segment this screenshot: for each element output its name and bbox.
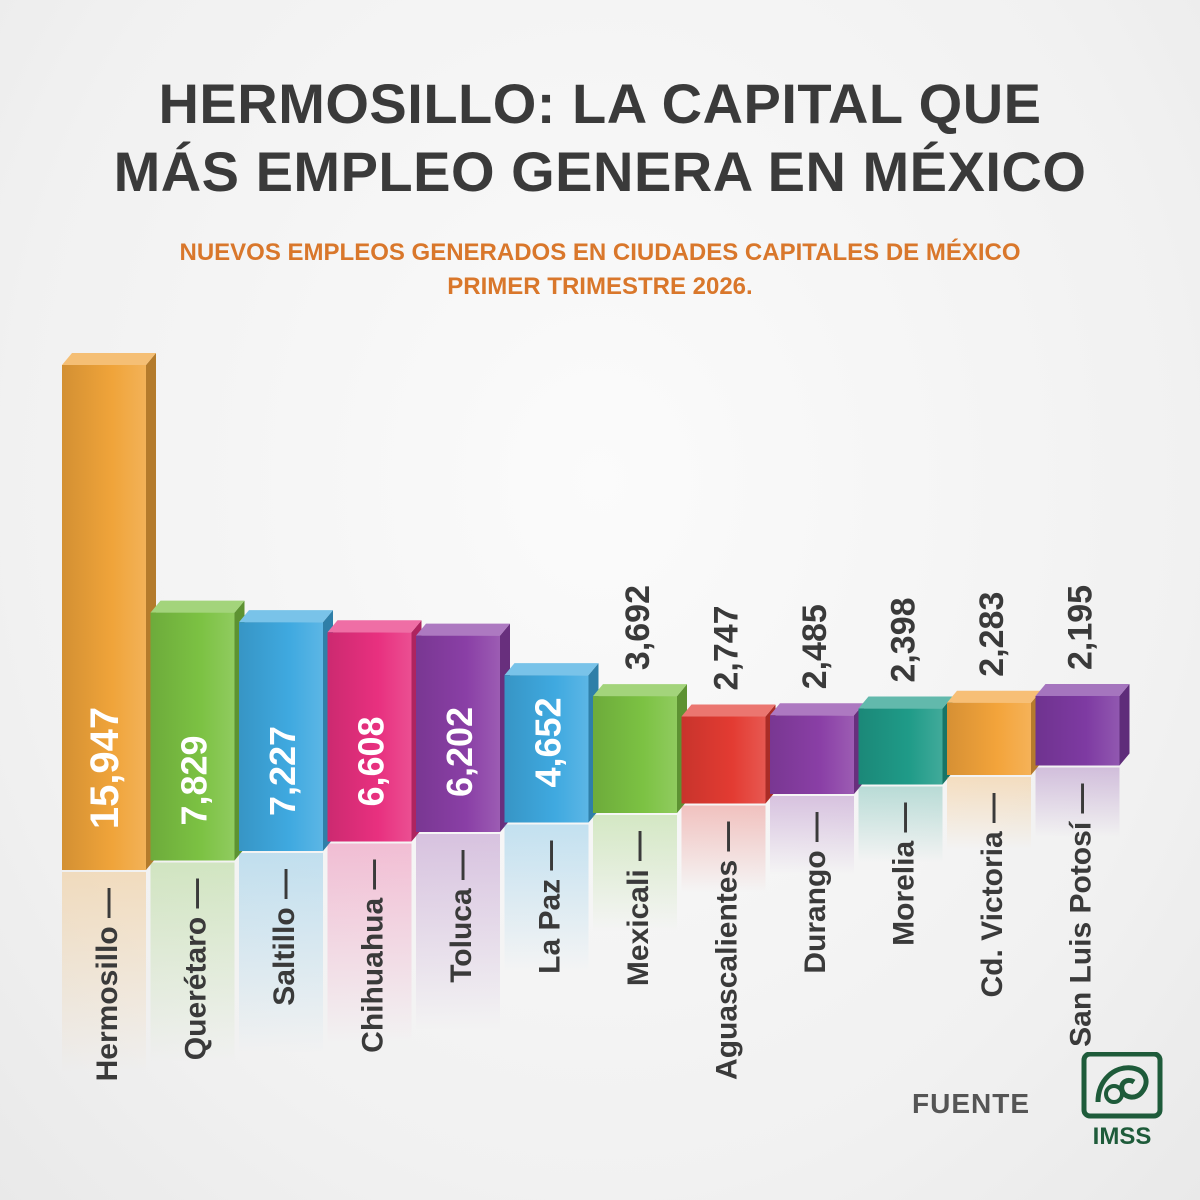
value-label: 6,608 [351,716,392,806]
bar-front [327,632,412,842]
bar-top [858,696,953,709]
imss-logo-text: IMSS [1093,1123,1152,1148]
bar-9 [770,703,864,875]
bar-reflection [681,805,766,893]
value-label: 3,692 [619,585,657,670]
bar-reflection [150,862,235,1063]
subtitle-line-2: PRIMER TRIMESTRE 2026. [447,273,753,300]
bar-front [416,635,500,832]
imss-logo: IMSS [1081,1052,1163,1148]
value-label: 2,747 [708,605,746,690]
title-line-1: HERMOSILLO: LA CAPITAL QUE [158,72,1042,135]
bar-6 [504,663,599,972]
bar-top [504,663,599,676]
chart-subtitle: NUEVOS EMPLEOS GENERADOS EN CIUDADES CAP… [0,236,1200,304]
title-line-2: MÁS EMPLEO GENERA EN MÉXICO [113,140,1087,203]
category-label: Durango — [799,812,832,974]
bar-reflection [504,824,589,972]
subtitle-line-1: NUEVOS EMPLEOS GENERADOS EN CIUDADES CAP… [179,239,1021,266]
bar-12 [1035,683,1130,838]
bar-front [504,675,589,823]
bar-8 [681,704,776,893]
bar-reflection [858,786,943,863]
category-label: Morelia — [888,803,921,946]
bar-reflection [1035,767,1120,838]
bar-reflection [416,834,500,1031]
bar-front [681,716,766,804]
category-label: Toluca — [445,850,478,983]
bar-top [327,620,422,633]
bar-top [681,704,776,717]
bar-reflection [770,796,854,875]
bar-reflection [327,843,412,1044]
bar-front [593,696,677,813]
bar-reflection [62,872,146,1072]
bar-top [770,703,864,716]
bar-top [1035,683,1130,696]
bar-4 [327,620,422,1044]
bar-side [1119,683,1130,766]
bar-reflection [239,853,323,1053]
page-title: HERMOSILLO: LA CAPITAL QUE MÁS EMPLEO GE… [0,70,1200,206]
value-label: 2,485 [796,604,834,689]
value-label: 4,652 [528,697,569,787]
bar-front [858,708,943,785]
bar-top [947,690,1041,703]
value-label: 6,202 [439,707,480,797]
source-label: FUENTE [912,1088,1030,1119]
bar-front [62,365,146,870]
bar-top [239,610,333,623]
category-label: Mexicali — [622,831,655,986]
category-label: Hermosillo — [91,888,124,1081]
bar-front [239,622,323,851]
value-label: 15,947 [83,707,127,829]
category-label: Cd. Victoria — [976,793,1009,998]
bar-front [770,715,854,794]
value-label: 2,195 [1062,585,1100,670]
bar-front [947,702,1031,775]
bar-11 [947,690,1041,850]
value-label: 2,283 [973,592,1011,677]
category-label: Aguascalientes — [711,822,744,1080]
category-label: San Luis Potosí — [1065,784,1098,1047]
category-label: Saltillo — [268,869,301,1006]
category-label: La Paz — [534,841,567,974]
bar-front [1035,695,1120,766]
category-label: Chihuahua — [357,860,390,1053]
bar-top [150,600,245,613]
bar-5 [416,623,510,1031]
bar-3 [239,610,333,1053]
value-label: 2,398 [885,597,923,682]
bar-reflection [947,777,1031,850]
bar-front [150,612,235,861]
bar-top [416,623,510,636]
bar-reflection [593,815,677,932]
category-label: Querétaro — [180,879,213,1061]
value-label: 7,227 [262,726,303,816]
bar-top [593,684,687,697]
value-label: 7,829 [174,735,215,825]
bar-top [62,353,156,365]
